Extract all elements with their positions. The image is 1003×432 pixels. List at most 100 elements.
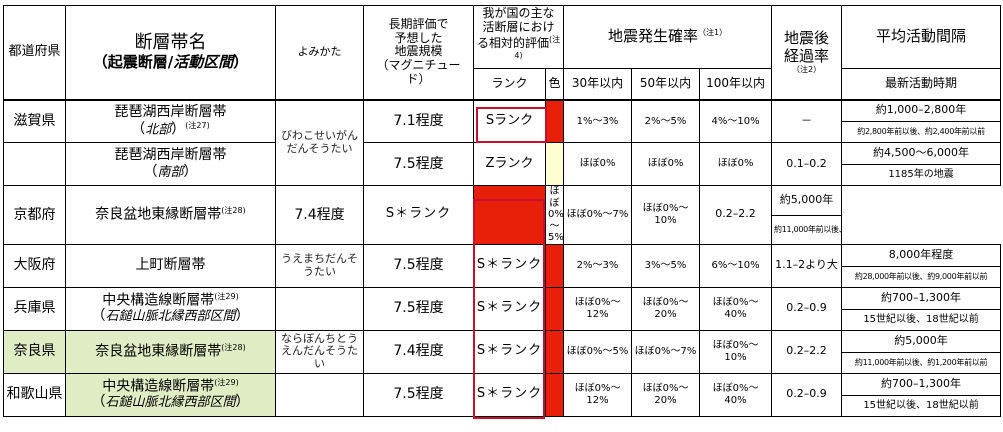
magnitude-cell: 7.5程度 <box>363 286 474 331</box>
header-relative-evaluation: 我が国の主な 活断層におけ る相対的評価(注4) <box>472 5 565 69</box>
magnitude-cell: 7.5程度 <box>363 372 474 417</box>
elapsed-ratio-cell: 0.2–2.2 <box>771 329 843 374</box>
interval-cell: 約5,000年 <box>771 185 843 216</box>
probability-30-cell: ほぼ0%～12% <box>563 286 633 331</box>
probability-50-cell: ほぼ0%～20% <box>631 286 701 331</box>
elapsed-ratio-cell: 0.2–0.9 <box>771 286 843 331</box>
fault-name-cell: 琵琶湖西岸断層帯 （北部）(注27) <box>65 99 276 143</box>
probability-100-cell: ほぼ0% <box>699 142 773 186</box>
rank-color-cell <box>544 99 565 143</box>
probability-100-cell: 4%～10% <box>699 99 773 143</box>
reading-cell: びわこせいがんだんそうたい <box>275 99 364 186</box>
latest-activity-cell: 約2,800年前以後、約2,400年前以前 <box>841 121 1002 143</box>
interval-cell: 約5,000年 <box>841 329 1002 353</box>
magnitude-cell: 7.1程度 <box>363 99 474 143</box>
reading-cell: ならぼんちとうえんだんそうたい <box>275 329 364 374</box>
probability-50-cell: ほぼ0%～20% <box>631 372 701 417</box>
rank-cell: Zランク <box>473 142 546 186</box>
header-magnitude: 長期評価で 予想した 地震規模 （マグニチュー ド） <box>363 5 474 101</box>
rank-cell: S＊ランク <box>473 329 546 374</box>
prefecture-cell: 兵庫県 <box>3 286 66 331</box>
probability-50-cell: ほぼ0%～7% <box>631 329 701 374</box>
header-interval: 平均活動間隔 <box>841 5 1002 69</box>
magnitude-cell: 7.4程度 <box>275 185 364 245</box>
fault-evaluation-table: 都道府県 断層帯名 （起震断層/活動区間） よみかた 長期評価で 予想した 地震… <box>3 5 1002 417</box>
probability-50-cell: ほぼ0% <box>631 142 701 186</box>
rank-color-cell <box>473 185 546 245</box>
rank-cell: Sランク <box>473 99 546 143</box>
header-elapsed-ratio: 地震後 経過率 （注2） <box>771 5 843 101</box>
prefecture-cell: 滋賀県 <box>3 99 66 143</box>
elapsed-ratio-cell: 0.2–0.9 <box>771 372 843 417</box>
rank-cell: S＊ランク <box>473 372 546 417</box>
probability-100-cell: 6%～10% <box>699 243 773 288</box>
reading-cell: うえまちだんそうたい <box>275 243 364 288</box>
probability-30-cell: ほぼ0%～5% <box>544 185 565 245</box>
rank-color-cell <box>544 372 565 417</box>
latest-activity-cell: 15世紀以後、18世紀以前 <box>841 394 1002 417</box>
probability-30-cell: 1%～3% <box>563 99 633 143</box>
fault-name-cell: 中央構造線断層帯(注29) （石鎚山脈北縁西部区間） <box>65 372 276 417</box>
prefecture-cell: 大阪府 <box>3 243 66 288</box>
rank-cell: S＊ランク <box>473 286 546 331</box>
header-within-30: 30年以内 <box>563 68 633 101</box>
table-row: 兵庫県 中央構造線断層帯(注29) （石鎚山脈北縁西部区間） 7.5程度 S＊ラ… <box>3 286 1002 331</box>
table-row: 京都府 奈良盆地東縁断層帯(注28) 7.4程度 S＊ランク ほぼ0%～5% ほ… <box>3 185 1001 245</box>
probability-100-cell: ほぼ0%～40% <box>699 286 773 331</box>
header-rank: ランク <box>473 68 546 101</box>
fault-name-cell: 奈良盆地東縁断層帯(注28) <box>65 329 276 374</box>
rank-cell: S＊ランク <box>473 243 546 288</box>
header-latest-activity: 最新活動時期 <box>841 68 1002 101</box>
interval-cell: 約700–1,300年 <box>841 372 1002 396</box>
elapsed-ratio-cell: 0.1–0.2 <box>771 142 843 186</box>
probability-30-cell: 2%～3% <box>563 243 633 288</box>
fault-name-cell: 上町断層帯 <box>65 243 276 288</box>
latest-activity-cell: 15世紀以後、18世紀以前 <box>841 308 1002 331</box>
probability-50-cell: 2%～5% <box>631 99 701 143</box>
fault-name-cell: 奈良盆地東縁断層帯(注28) <box>65 185 276 245</box>
rank-cell: S＊ランク <box>363 185 474 245</box>
table-row: 1185年の地震 <box>4 164 1002 186</box>
probability-100-cell: ほぼ0%～40% <box>699 372 773 417</box>
header-reading: よみかた <box>275 5 364 101</box>
table-row: 大阪府 上町断層帯 うえまちだんそうたい 7.5程度 S＊ランク 2%～3% 3… <box>3 243 1002 288</box>
interval-cell: 8,000年程度 <box>841 243 1002 267</box>
header-within-100: 100年以内 <box>699 68 773 101</box>
rank-color-cell <box>544 329 565 374</box>
prefecture-cell: 奈良県 <box>3 329 66 374</box>
table-row: 奈良県 奈良盆地東縁断層帯(注28) ならぼんちとうえんだんそうたい 7.4程度… <box>3 329 1002 374</box>
probability-100-cell: ほぼ0%～10% <box>699 329 773 374</box>
header-color: 色 <box>544 68 565 101</box>
prefecture-cell <box>3 142 66 186</box>
fault-name-cell: 中央構造線断層帯(注29) （石鎚山脈北縁西部区間） <box>65 286 276 331</box>
probability-50-cell: 3%～5% <box>631 243 701 288</box>
elapsed-ratio-cell: 1.1–2より大 <box>771 243 843 288</box>
magnitude-cell: 7.4程度 <box>363 329 474 374</box>
rank-color-cell <box>544 286 565 331</box>
header-probability: 地震発生確率（注1） <box>563 5 773 69</box>
interval-cell: 約4,500～6,000年 <box>841 142 1002 165</box>
table-row: 和歌山県 中央構造線断層帯(注29) （石鎚山脈北縁西部区間） 7.5程度 S＊… <box>3 372 1002 417</box>
prefecture-cell: 和歌山県 <box>3 372 66 417</box>
interval-cell: 約700–1,300年 <box>841 286 1002 310</box>
reading-cell <box>275 286 364 331</box>
probability-30-cell: ほぼ0%～5% <box>563 329 633 374</box>
table-row: 約11,000年前以後、約1,200年前以前 <box>4 214 1001 245</box>
probability-100-cell: ほぼ0%～10% <box>631 185 701 245</box>
interval-cell: 約1,000–2,800年 <box>841 99 1002 122</box>
elapsed-ratio-cell: 0.2–2.2 <box>699 185 773 245</box>
reading-cell <box>275 372 364 417</box>
probability-50-cell: ほぼ0%～7% <box>563 185 633 245</box>
table-row: 滋賀県 琵琶湖西岸断層帯 （北部）(注27) びわこせいがんだんそうたい 7.1… <box>3 99 1002 186</box>
latest-activity-cell: 約11,000年前以後、約1,200年前以前 <box>771 214 843 245</box>
magnitude-cell: 7.5程度 <box>363 243 474 288</box>
rank-color-cell <box>544 243 565 288</box>
prefecture-cell: 京都府 <box>3 185 66 245</box>
magnitude-cell: 7.5程度 <box>363 142 474 186</box>
probability-30-cell: ほぼ0% <box>563 142 633 186</box>
header-within-50: 50年以内 <box>631 68 701 101</box>
rank-color-cell <box>544 142 565 186</box>
latest-activity-cell: 約11,000年前以後、約1,200年前以前 <box>841 351 1002 374</box>
header-fault-name: 断層帯名 （起震断層/活動区間） <box>65 5 276 101</box>
